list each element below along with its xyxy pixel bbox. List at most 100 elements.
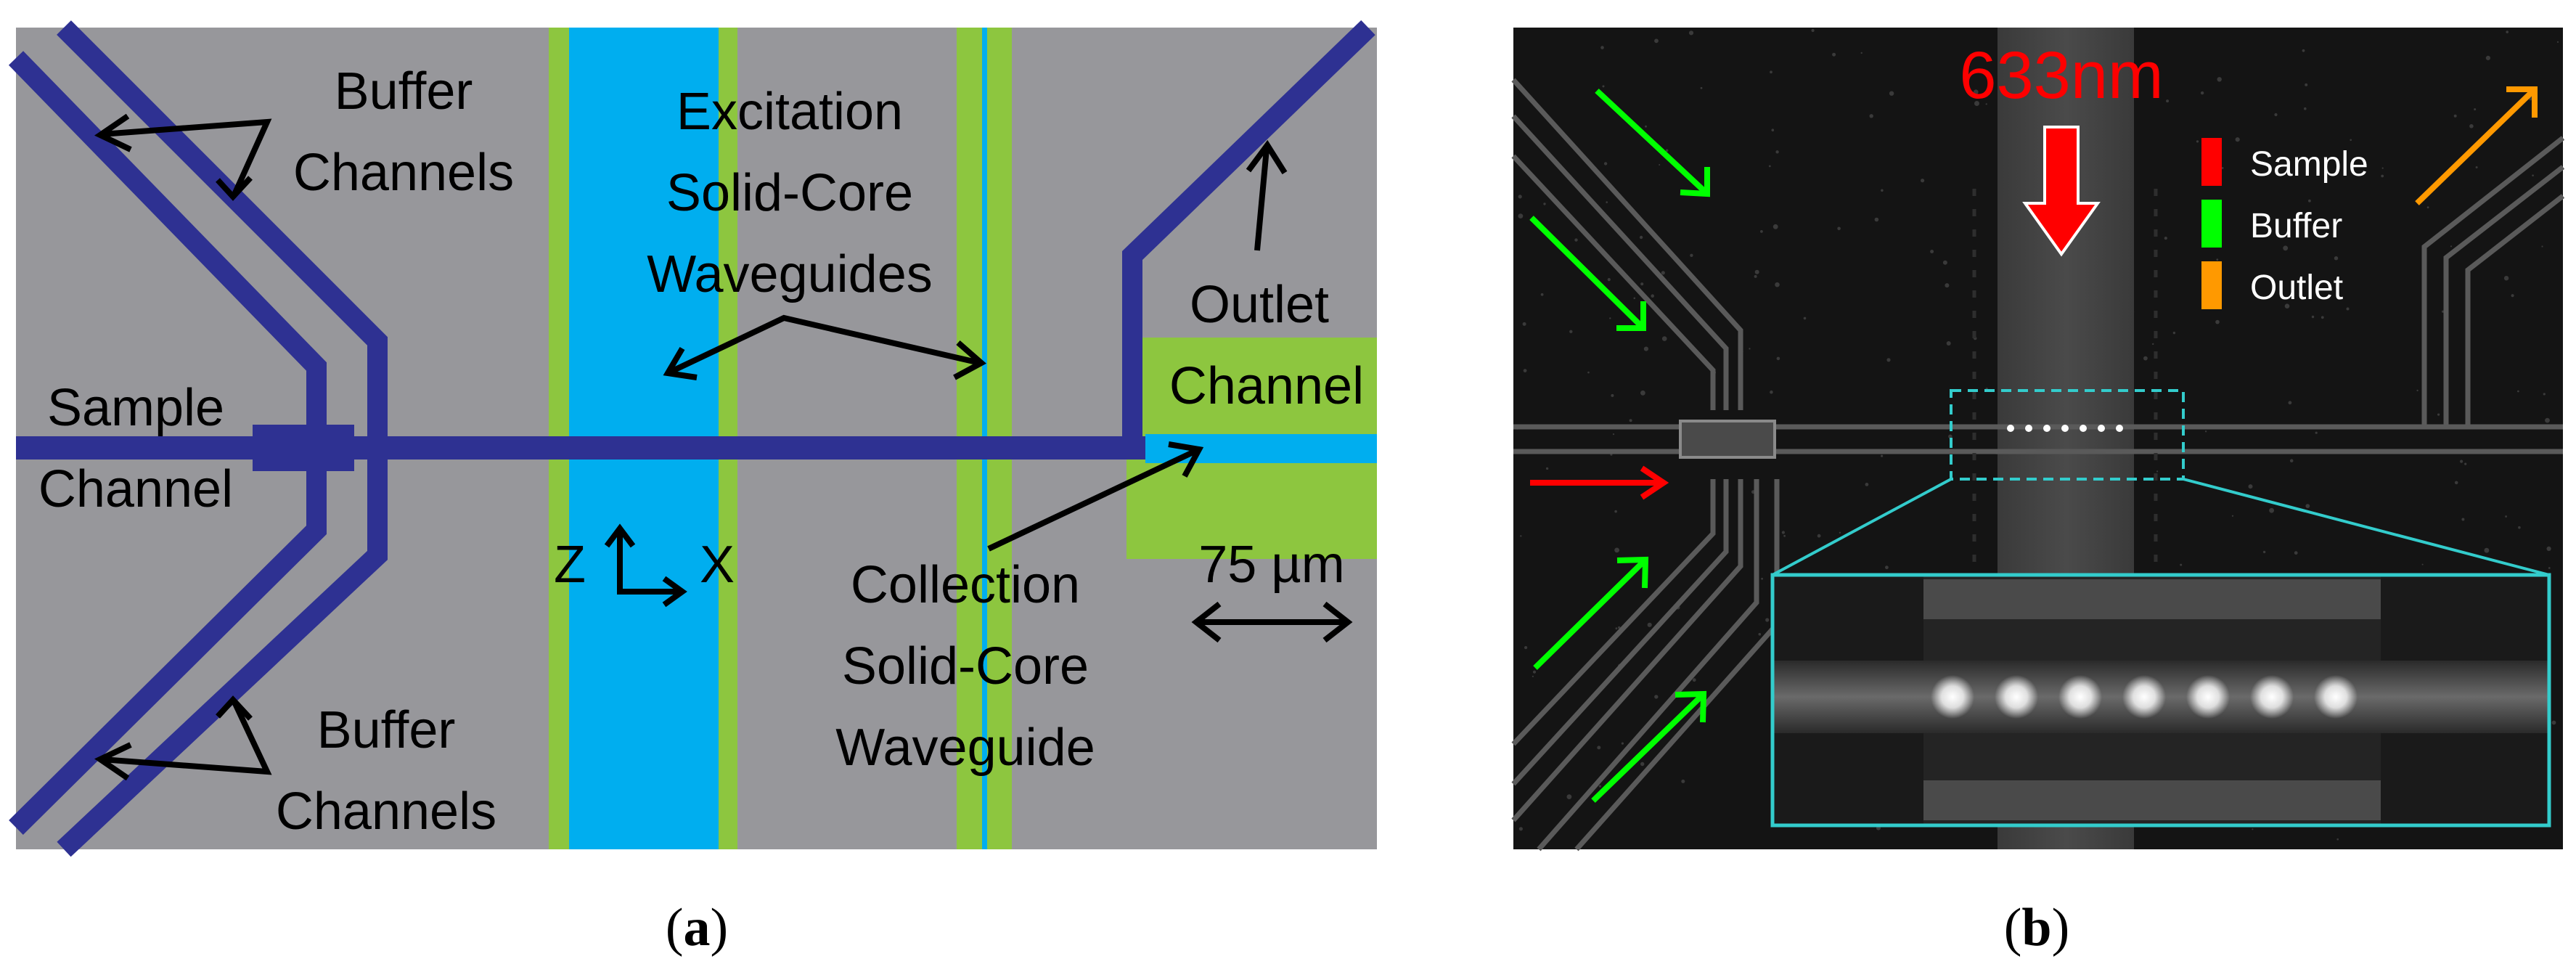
panel-b-caption-letter: b [2021, 898, 2051, 957]
speckle-dot [2505, 515, 2508, 518]
speckle-dot [2426, 206, 2429, 208]
speckle-dot [2346, 307, 2350, 311]
sample-junction-block [253, 425, 354, 471]
speckle-dot [2474, 108, 2477, 111]
speckle-dot [1661, 271, 1665, 275]
speckle-dot [2152, 343, 2154, 346]
speckle-dot [2460, 460, 2463, 463]
speckle-dot [1574, 238, 1578, 242]
speckle-dot [2511, 294, 2514, 298]
speckle-dot [2517, 390, 2519, 393]
speckle-dot [2156, 470, 2159, 473]
label-sample-line2: Channel [38, 460, 233, 518]
speckle-dot [1681, 779, 1685, 783]
speckle-dot [1881, 189, 1884, 192]
speckle-dot [1758, 632, 1762, 636]
speckle-dot [2450, 245, 2453, 248]
buffer-arrow-4 [1591, 693, 1704, 803]
speckle-dot [1540, 293, 1544, 296]
speckle-dot [1869, 114, 1873, 118]
speckle-dot [1770, 390, 1773, 394]
speckle-dot [1587, 371, 1590, 374]
speckle-dot [2334, 256, 2339, 261]
speckle-dot [1524, 646, 1528, 650]
speckle-dot [2305, 83, 2308, 86]
panel-a-arrows [94, 113, 1353, 781]
speckle-dot [2269, 507, 2275, 513]
laser-direction-arrow [2022, 126, 2101, 257]
speckle-dot [1602, 85, 1605, 88]
outlet-channel [1122, 20, 1375, 448]
speckle-dot [2172, 331, 2176, 335]
speckle-dot [1985, 103, 1987, 105]
speckle-dot [1775, 150, 1779, 154]
legend-label-buffer: Buffer [2250, 207, 2342, 245]
zoom-inset-border [1770, 573, 2551, 828]
speckle-dot [2271, 290, 2273, 293]
speckle-dot [1974, 101, 1979, 106]
speckle-dot [1781, 531, 1785, 534]
selection-box-dashed [1950, 389, 2185, 481]
speckle-dot [2200, 91, 2204, 95]
arrow-outlet [1254, 148, 1269, 251]
speckle-dot [1770, 70, 1772, 74]
speckle-dot [1609, 317, 1611, 319]
speckle-dot [1690, 253, 1693, 257]
speckle-dot [1921, 179, 1925, 183]
speckle-dot [2321, 316, 2324, 319]
speckle-dot [1640, 282, 1644, 286]
speckle-dot [1518, 213, 1524, 219]
speckle-dot [2454, 481, 2458, 485]
arrow-excitation [668, 314, 981, 375]
label-collection-line1: Collection [851, 556, 1080, 614]
speckle-dot [2283, 245, 2289, 251]
speckle-dot [1811, 28, 1815, 33]
speckle-dot [2288, 401, 2292, 405]
speckle-dot [2484, 547, 2490, 553]
axis-z-head [604, 523, 636, 548]
speckle-dot [2289, 459, 2294, 462]
speckle-dot [1598, 785, 1601, 788]
speckle-dot [1700, 86, 1703, 89]
speckle-dot [1606, 201, 1608, 203]
speckle-dot [1651, 294, 1654, 298]
label-buffer-bottom-line2: Channels [276, 783, 496, 841]
label-buffer-bottom-line1: Buffer [317, 701, 456, 759]
speckle-dot [1885, 565, 1889, 570]
speckle-dot [2548, 567, 2551, 569]
speckle-dot [1946, 341, 1951, 346]
speckle-dot [1532, 675, 1534, 677]
axis-x-head [662, 576, 687, 608]
speckle-dot [2235, 137, 2240, 142]
speckle-dot [1647, 622, 1652, 627]
speckle-dot [2196, 140, 2199, 143]
speckle-dot [1618, 626, 1621, 629]
buffer-arrow-2 [1529, 216, 1644, 329]
speckle-dot [1600, 46, 1604, 49]
arrow-buffer-top [101, 118, 272, 197]
speckle-dot [1837, 226, 1841, 231]
speckle-dot [2506, 30, 2508, 33]
speckle-dot [1661, 336, 1667, 341]
speckle-dot [2381, 174, 2384, 178]
speckle-dot [1874, 217, 1879, 222]
speckle-dot [2262, 550, 2266, 554]
speckle-dot [2164, 237, 2167, 240]
speckle-dot [1945, 283, 1950, 288]
speckle-dot [2461, 518, 2465, 521]
speckle-dot [1692, 678, 1696, 682]
scale-bar-head-left [1191, 601, 1222, 643]
speckle-dot [1543, 203, 1546, 205]
speckle-dot [2308, 199, 2311, 203]
arrow-buffer-top-head-right [216, 176, 253, 201]
speckle-dot [2518, 526, 2521, 529]
speckle-dot [2215, 319, 2220, 324]
label-buffer-top-line1: Buffer [335, 62, 473, 121]
speckle-dot [2248, 484, 2253, 489]
speckle-dot [1640, 761, 1645, 767]
panel-a-caption: (a) [666, 898, 728, 957]
label-buffer-top-line2: Channels [293, 144, 514, 202]
speckle-dot [1749, 348, 1751, 350]
speckle-dot [1886, 358, 1891, 362]
